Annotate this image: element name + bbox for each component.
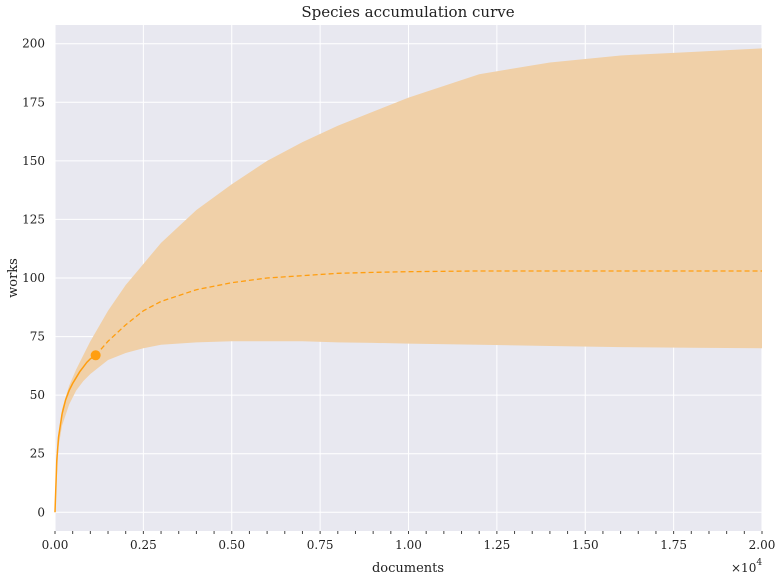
y-tick-label: 0 [37, 505, 45, 519]
x-tick-label: 2.00 [749, 538, 776, 552]
x-tick-label: 1.00 [395, 538, 422, 552]
x-axis-multiplier: ×104 [731, 558, 762, 575]
x-axis-label: documents [372, 561, 444, 576]
y-tick-label: 200 [22, 37, 45, 51]
x-tick-label: 0.50 [218, 538, 245, 552]
y-tick-label: 150 [22, 154, 45, 168]
x-multiplier-base: ×10 [731, 561, 756, 575]
x-tick-labels: 0.00 0.25 0.50 0.75 1.00 1.25 1.50 1.75 2.00 [42, 538, 776, 552]
extrapolated-line [95, 270, 762, 356]
y-tick-label: 75 [30, 330, 45, 344]
y-axis-label: works [6, 258, 21, 298]
x-multiplier-exponent: 4 [756, 558, 762, 568]
y-tick-labels: 0 25 50 75 100 125 150 175 200 [22, 37, 45, 520]
x-tick-label: 1.50 [572, 538, 599, 552]
x-tick-label: 1.75 [660, 538, 687, 552]
x-tick-label: 0.25 [130, 538, 157, 552]
observed-line [54, 354, 97, 513]
y-tick-label: 125 [22, 212, 45, 226]
x-tick-label: 0.00 [42, 538, 69, 552]
y-tick-label: 50 [30, 388, 45, 402]
x-tick-label: 1.25 [484, 538, 511, 552]
chart-title: Species accumulation curve [301, 3, 514, 21]
x-minor-ticks [54, 531, 763, 534]
y-tick-label: 25 [30, 447, 45, 461]
y-tick-label: 175 [22, 95, 45, 109]
confidence-band [55, 48, 762, 513]
y-tick-label: 100 [22, 271, 45, 285]
x-tick-label: 0.75 [307, 538, 334, 552]
observed-point-marker [90, 350, 101, 361]
